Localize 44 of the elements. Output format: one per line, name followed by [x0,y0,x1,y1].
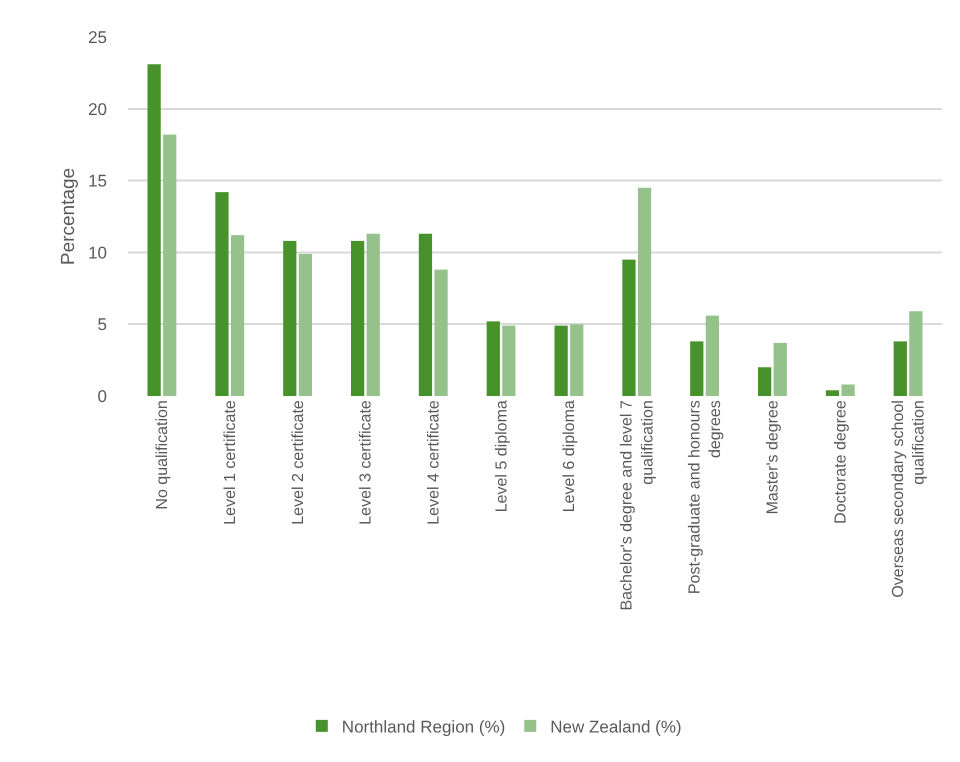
bar [147,64,161,396]
bar [638,188,652,396]
bar [163,134,176,396]
y-tick-label: 25 [88,28,107,47]
bar [841,384,855,396]
x-tick-label: Overseas secondary school qualification [890,400,928,598]
bar [283,240,296,396]
x-tick-label: No qualification [154,400,172,510]
bar [570,324,584,396]
y-tick-label: 0 [98,386,107,406]
bar [350,240,364,396]
bar [215,192,229,396]
bar [706,316,720,396]
x-tick-label: Bachelor's degree and level 7 qualification [618,400,656,611]
x-tick-label: Level 1 certificate [222,400,239,525]
x-tick-label: Level 3 certificate [358,400,375,525]
bar [486,321,500,396]
legend-label: Northland Region (%) [342,717,506,736]
x-tick-label: Doctorate degree [832,400,850,524]
bar [554,326,568,396]
x-tick-label: Level 2 certificate [290,400,307,525]
y-tick-label: 15 [88,172,107,191]
bar [434,270,448,396]
x-tick-label: Level 4 certificate [425,400,442,525]
bar [366,234,380,396]
bar [690,341,704,396]
y-tick-label: 5 [98,315,107,334]
y-tick-label: 20 [88,100,107,119]
bar [622,260,636,396]
bar [909,311,923,396]
y-tick-label: 10 [88,243,107,262]
legend-label: New Zealand (%) [550,717,682,736]
bar [298,254,312,396]
x-tick-label: Level 5 diploma [493,400,510,512]
bar [502,326,516,396]
bar [826,390,840,396]
y-axis-title: Percentage [58,168,79,266]
bar [774,342,787,396]
bar [758,367,772,396]
bar [418,234,432,396]
x-tick-label: Master's degree [764,400,782,514]
bar [894,341,907,396]
x-tick-label: Level 6 diploma [561,400,578,512]
bar [230,235,244,396]
